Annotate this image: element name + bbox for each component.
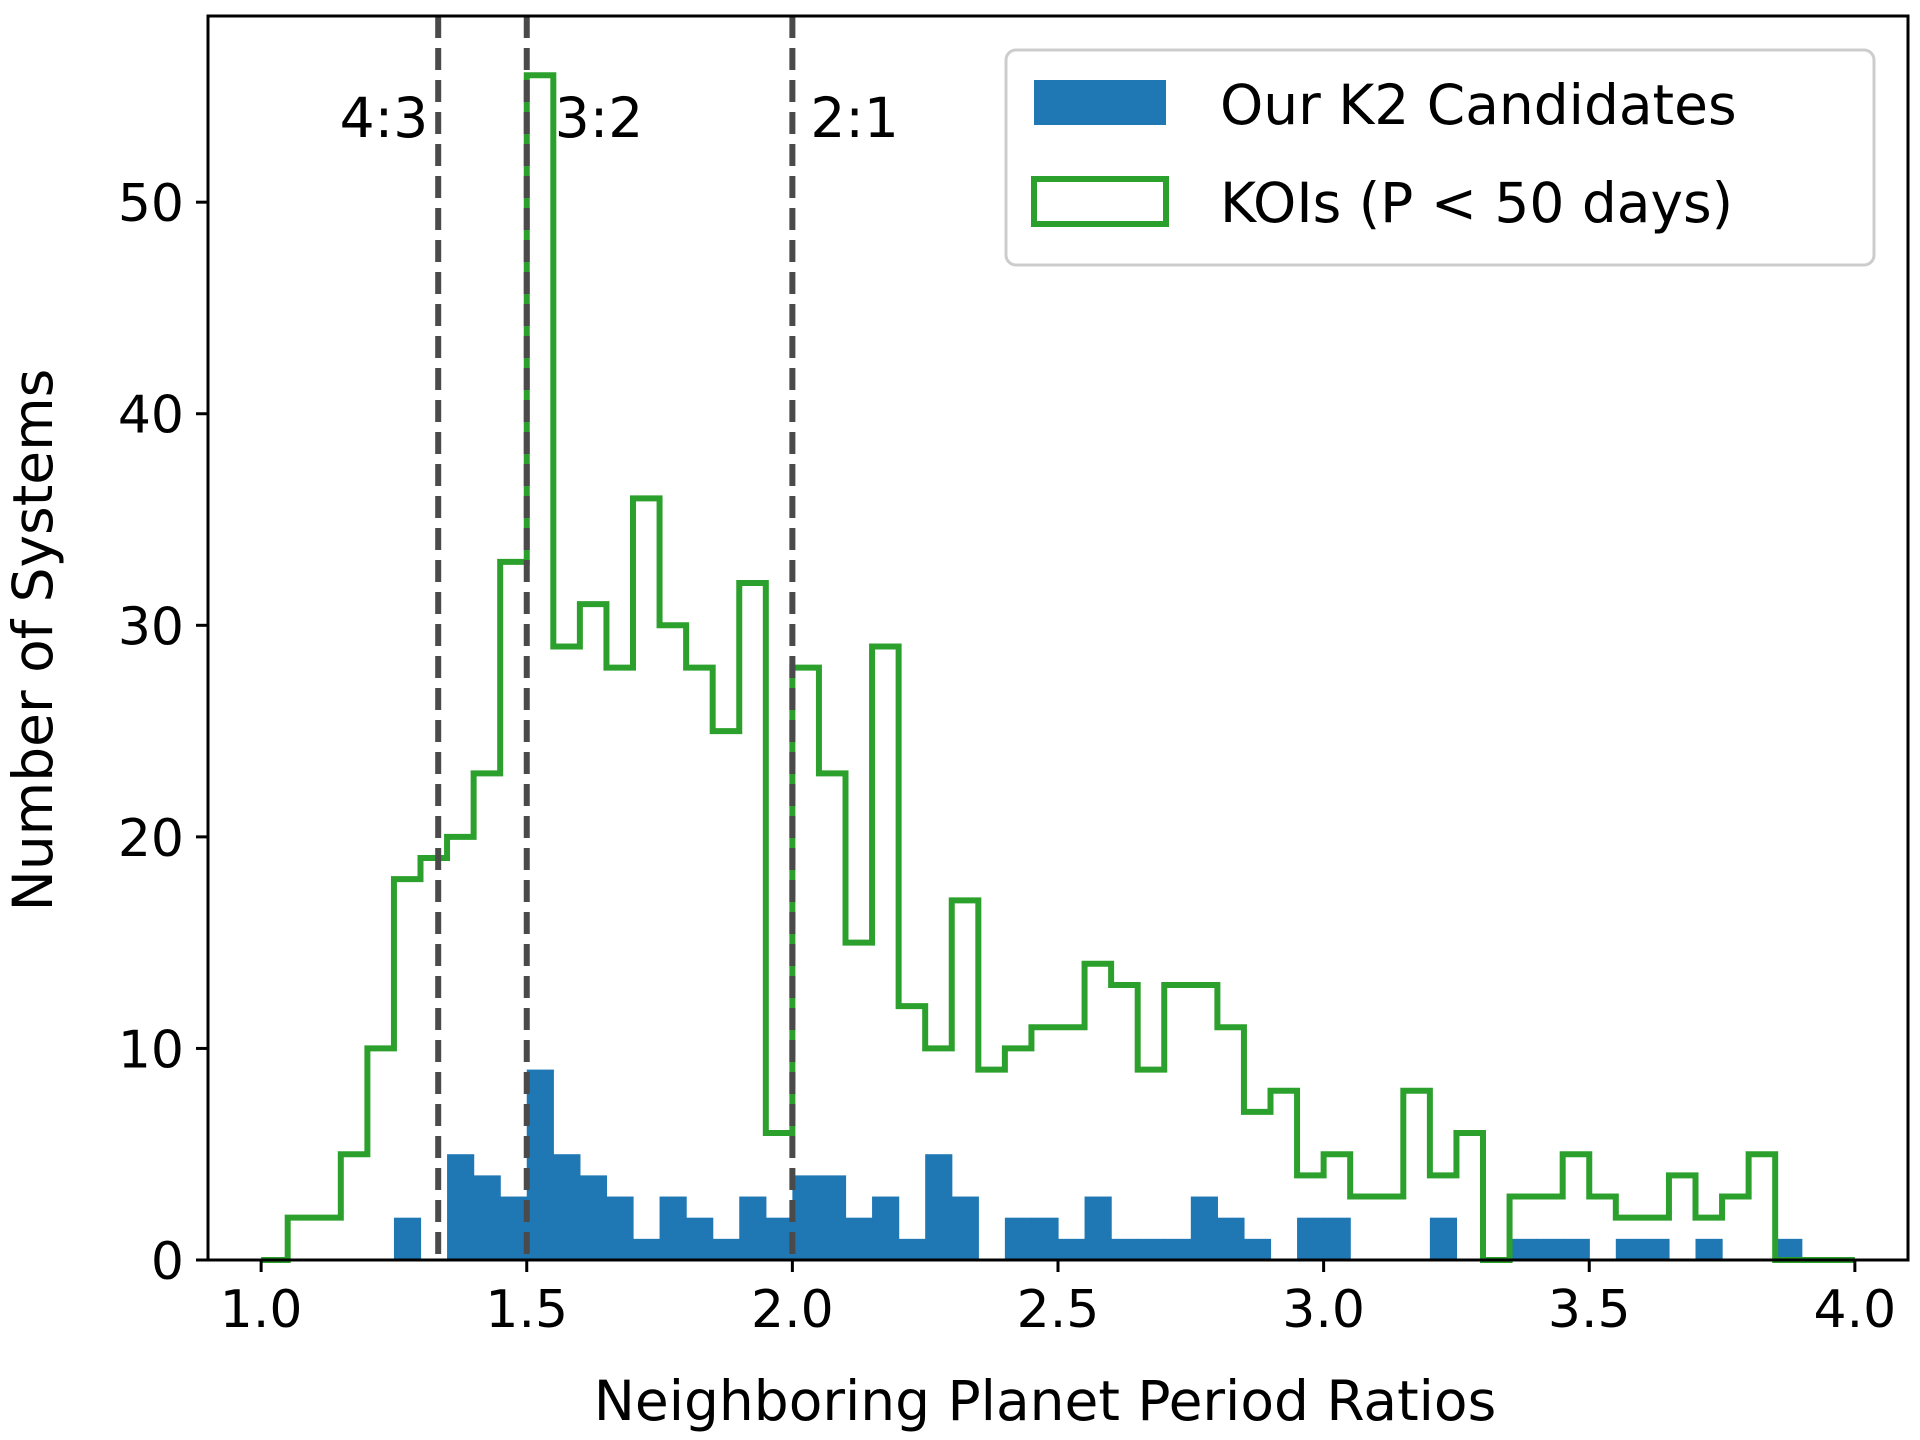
k2-bar xyxy=(1509,1238,1537,1260)
k2-bar xyxy=(872,1196,900,1260)
k2-bar xyxy=(1084,1196,1112,1260)
x-axis-ticks: 1.0 1.5 2.0 2.5 3.0 3.5 4.0 xyxy=(220,1260,1896,1340)
y-tick-label: 20 xyxy=(118,809,184,869)
legend-koi-swatch xyxy=(1031,176,1169,227)
x-tick-label: 2.5 xyxy=(1017,1280,1100,1340)
k2-bar xyxy=(845,1217,873,1260)
k2-bar xyxy=(712,1238,740,1260)
k2-bar xyxy=(1243,1238,1272,1260)
k2-bar xyxy=(1536,1238,1564,1260)
k2-bar xyxy=(1615,1238,1643,1260)
k2-bar xyxy=(1137,1238,1165,1260)
k2-bar xyxy=(1642,1238,1670,1260)
k2-bar xyxy=(739,1196,767,1260)
k2-bar xyxy=(579,1175,608,1260)
k2-bar xyxy=(1775,1238,1803,1260)
k2-bar xyxy=(898,1238,926,1260)
resonance-label: 2:1 xyxy=(810,86,899,150)
x-tick-label: 3.0 xyxy=(1282,1280,1365,1340)
k2-bar xyxy=(473,1175,501,1260)
x-tick-label: 1.5 xyxy=(485,1280,568,1340)
k2-bar xyxy=(951,1196,979,1260)
x-tick-label: 1.0 xyxy=(220,1280,303,1340)
k2-bar xyxy=(393,1217,422,1260)
k2-bar xyxy=(633,1238,661,1260)
legend-koi-label: KOIs (P < 50 days) xyxy=(1220,171,1733,235)
x-tick-label: 4.0 xyxy=(1814,1280,1897,1340)
resonance-lines-layer xyxy=(435,16,796,1260)
legend-box xyxy=(1004,48,1876,267)
k2-bar xyxy=(1111,1238,1139,1260)
k2-bar xyxy=(1004,1217,1033,1260)
k2-bar xyxy=(1217,1217,1245,1260)
y-tick-label: 30 xyxy=(118,597,184,657)
k2-bar xyxy=(1429,1217,1458,1260)
y-tick-label: 0 xyxy=(151,1232,184,1292)
k2-bar xyxy=(447,1154,475,1260)
k2-bar xyxy=(553,1154,581,1260)
y-tick-label: 50 xyxy=(118,174,184,234)
x-tick-label: 2.0 xyxy=(751,1280,834,1340)
k2-bar xyxy=(925,1154,953,1260)
k2-bars-layer xyxy=(393,1069,1803,1260)
k2-bar xyxy=(765,1217,793,1260)
legend-k2-label: Our K2 Candidates xyxy=(1220,73,1737,137)
k2-bar xyxy=(686,1217,714,1260)
resonance-label: 3:2 xyxy=(555,86,644,150)
k2-bar xyxy=(1323,1217,1351,1260)
x-tick-label: 3.5 xyxy=(1548,1280,1631,1340)
plot-area: 1.0 1.5 2.0 2.5 3.0 3.5 4.0 0 10 20 30 40 50 4:3 3:2… xyxy=(118,14,1910,1340)
k2-bar xyxy=(1695,1238,1723,1260)
k2-bar xyxy=(1297,1217,1325,1260)
legend: Our K2 Candidates KOIs (P < 50 days) xyxy=(1004,48,1876,267)
y-tick-label: 40 xyxy=(118,386,184,446)
y-axis-ticks: 0 10 20 30 40 50 xyxy=(118,174,208,1292)
k2-bar xyxy=(1164,1238,1192,1260)
k2-bar xyxy=(526,1069,554,1260)
k2-bar xyxy=(606,1196,634,1260)
k2-bar xyxy=(659,1196,687,1260)
resonance-label: 4:3 xyxy=(340,86,429,150)
k2-bar xyxy=(1031,1217,1059,1260)
y-axis-label: Number of Systems xyxy=(1,369,65,912)
legend-k2-swatch xyxy=(1034,80,1166,125)
y-tick-label: 10 xyxy=(118,1020,184,1080)
resonance-labels: 4:3 3:2 2:1 xyxy=(340,86,899,150)
x-axis-label: Neighboring Planet Period Ratios xyxy=(594,1369,1496,1433)
k2-bar xyxy=(1058,1238,1086,1260)
k2-bar xyxy=(1562,1238,1590,1260)
k2-bar xyxy=(1190,1196,1218,1260)
k2-bar xyxy=(818,1175,847,1260)
k2-bar xyxy=(500,1196,528,1260)
k2-bar xyxy=(792,1175,820,1260)
